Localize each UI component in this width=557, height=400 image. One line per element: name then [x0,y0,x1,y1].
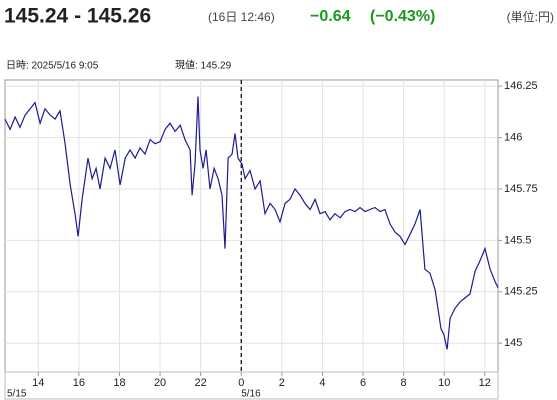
y-tick-label: 146.25 [504,80,538,92]
x-tick-label: 20 [154,377,166,389]
x-tick-label: 8 [401,377,407,389]
y-tick-label: 145.75 [504,183,538,195]
x-axis-band [4,371,499,400]
x-tick-label: 22 [195,377,207,389]
change-pct: (−0.43%) [370,8,435,25]
info-price: 現値: 145.29 [175,59,232,72]
y-tick-label: 145 [504,337,522,349]
y-tick-label: 145.25 [504,286,538,298]
x-tick-label: 16 [73,377,85,389]
unit: (単位:円) [507,9,554,24]
date-label: 5/15 [7,389,27,400]
price-line [4,96,499,350]
x-tick-label: 18 [113,377,125,389]
timestamp: (16日 12:46) [208,10,275,24]
change: −0.64 [310,8,351,25]
x-tick-label: 4 [319,377,325,389]
x-tick-label: 6 [360,377,366,389]
quote: 145.24 - 145.26 [4,5,151,28]
x-tick-label: 12 [479,377,491,389]
date-label: 5/16 [241,389,261,400]
x-tick-label: 10 [438,377,450,389]
y-tick-label: 146 [504,131,522,143]
y-tick-label: 145.5 [504,234,532,246]
info-time: 日時: 2025/5/16 9:05 [6,60,99,72]
x-tick-label: 14 [32,377,44,389]
x-tick-label: 0 [238,377,244,389]
x-tick-label: 2 [279,377,285,389]
